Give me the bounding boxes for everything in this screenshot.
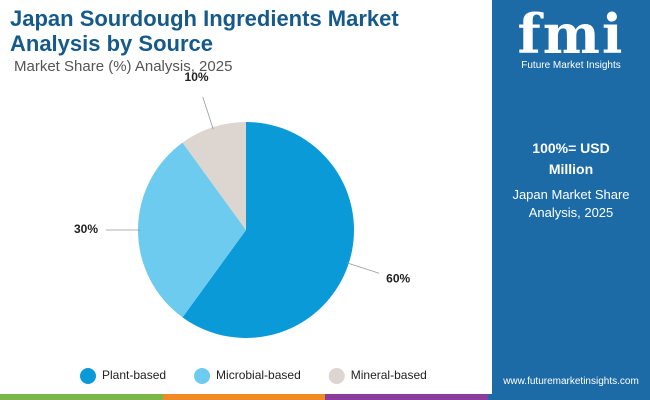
legend-marker xyxy=(194,368,211,384)
pie-slice xyxy=(182,122,246,230)
data-label: 30% xyxy=(74,222,98,236)
legend-marker xyxy=(80,368,96,384)
legend-label: Plant-based xyxy=(102,368,166,382)
leader-line xyxy=(202,96,214,130)
leader-line xyxy=(346,262,380,274)
legend-label: Mineral-based xyxy=(351,368,427,382)
logo: fmi xyxy=(517,2,625,66)
panel-note: Japan Market Share Analysis, 2025 xyxy=(512,187,630,220)
chart: 60% 30% 10% Plant-based Microbial-based Miner… xyxy=(74,70,427,384)
data-label: 60% xyxy=(386,272,410,286)
color-strip xyxy=(0,394,650,400)
unit-note: 100%= USD Million xyxy=(532,140,610,177)
data-label: 10% xyxy=(185,70,209,84)
legend-label: Microbial-based xyxy=(216,368,301,382)
pie-slice xyxy=(137,142,246,318)
brand: Future Market Insights xyxy=(521,60,621,71)
legend-marker xyxy=(328,368,345,384)
side-panel: fmi Future Market Insights 100%= USD Mil… xyxy=(492,0,650,394)
chart-title: Japan Sourdough Ingredients Market Analy… xyxy=(10,6,399,56)
website: www.futuremarketinsights.com xyxy=(503,376,639,387)
chart-subtitle: Market Share (%) Analysis, 2025 xyxy=(14,58,233,75)
pie-slice xyxy=(182,122,354,338)
